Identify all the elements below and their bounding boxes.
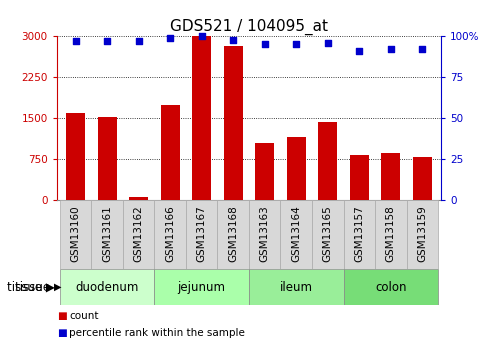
Bar [281,200,312,269]
Bar [60,200,91,269]
Bar [318,122,337,200]
Text: GSM13167: GSM13167 [197,206,207,262]
Bar [186,200,217,269]
Point [103,38,111,44]
Text: percentile rank within the sample: percentile rank within the sample [69,328,245,338]
Text: GSM13160: GSM13160 [70,206,81,262]
Text: tissue: tissue [15,281,54,294]
Bar [154,200,186,269]
Point [198,33,206,39]
Bar [192,36,211,200]
Bar [382,152,400,200]
Bar [249,200,281,269]
Point [229,37,237,42]
Point [261,42,269,47]
Text: jejunum: jejunum [177,281,226,294]
Bar [129,197,148,200]
Text: count: count [69,311,99,321]
Text: GSM13168: GSM13168 [228,206,238,262]
Bar [287,137,306,200]
Point [292,42,300,47]
Point [387,47,395,52]
Text: ■: ■ [57,328,67,338]
Point [71,38,79,44]
Text: GSM13157: GSM13157 [354,206,364,262]
Text: ■: ■ [57,311,67,321]
Bar [255,143,274,200]
Point [419,47,426,52]
Text: GSM13159: GSM13159 [417,206,427,262]
Text: ileum: ileum [280,281,313,294]
Bar [249,269,344,305]
Text: GSM13166: GSM13166 [165,206,175,262]
Point [324,40,332,46]
Text: colon: colon [375,281,407,294]
Bar [344,269,438,305]
Bar [123,200,154,269]
Bar [344,200,375,269]
Text: GSM13165: GSM13165 [323,206,333,262]
Bar [375,200,407,269]
Bar [217,200,249,269]
Text: GSM13161: GSM13161 [102,206,112,262]
Title: GDS521 / 104095_at: GDS521 / 104095_at [170,19,328,35]
Text: GSM13164: GSM13164 [291,206,301,262]
Bar [161,105,179,200]
Point [135,38,142,44]
Bar [66,113,85,200]
Bar [407,200,438,269]
Bar [350,155,369,200]
Bar [413,157,432,200]
Text: GSM13158: GSM13158 [386,206,396,262]
Text: ▶: ▶ [54,282,62,292]
Point [166,35,174,41]
Bar [154,269,249,305]
Bar [60,269,154,305]
Text: duodenum: duodenum [75,281,139,294]
Bar [98,117,116,200]
Point [355,48,363,54]
Text: GSM13163: GSM13163 [260,206,270,262]
Text: tissue ▶: tissue ▶ [7,281,55,294]
Bar [312,200,344,269]
Text: GSM13162: GSM13162 [134,206,143,262]
Bar [224,46,243,200]
Bar [91,200,123,269]
